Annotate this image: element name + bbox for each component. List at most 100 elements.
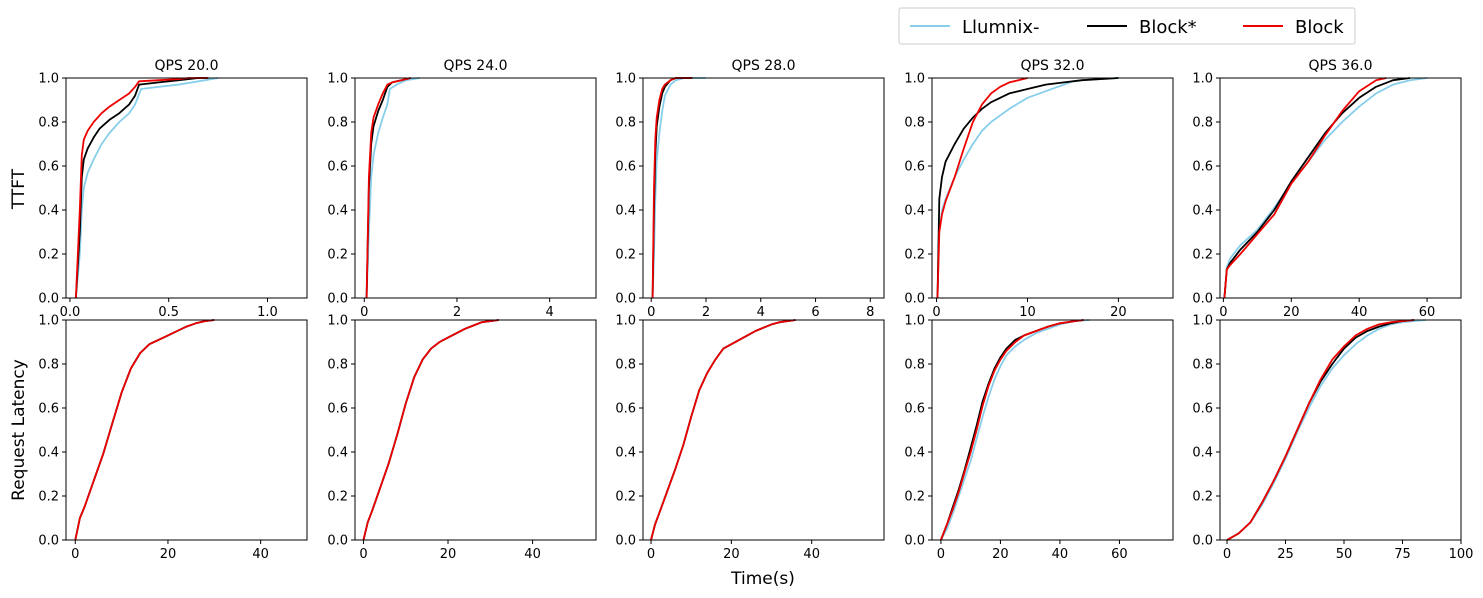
x-tick-label: 0 (359, 547, 367, 562)
panel-r1-c2: 0.0 0.2 0.4 0.6 0.8 1.0 0 20 40 (615, 314, 885, 562)
axes-frame (931, 319, 1174, 541)
panel-r0-c2: QPS 28.0 0.0 0.2 0.4 0.6 0.8 1.0 0 2 4 6 8 (615, 58, 885, 320)
y-tick-label: 0.6 (1192, 160, 1213, 175)
y-tick-label: 0.8 (904, 116, 925, 131)
y-tick-label: 0.8 (1192, 358, 1213, 373)
x-tick-label: 8 (866, 305, 874, 320)
y-tick-label: 0.8 (904, 358, 925, 373)
x-tick-label: 0 (71, 547, 79, 562)
y-tick-label: 0.2 (1192, 490, 1213, 505)
y-tick-label: 0.2 (1192, 248, 1213, 263)
y-tick-label: 0.2 (615, 248, 636, 263)
y-tick-label: 1.0 (904, 72, 925, 87)
axes-frame (65, 77, 308, 299)
y-tick-label: 0.2 (904, 248, 925, 263)
series-line-block (936, 77, 1028, 299)
row-label-ttft: TTFT (9, 168, 29, 210)
y-tick-label: 0.2 (38, 248, 59, 263)
panel-title: QPS 24.0 (444, 58, 508, 74)
series-line-block (365, 77, 411, 299)
x-tick-label: 0 (1219, 305, 1227, 320)
series-line-block (1223, 77, 1387, 299)
y-tick-label: 0.0 (327, 534, 348, 549)
panel-r0-c1: QPS 24.0 0.0 0.2 0.4 0.6 0.8 1.0 0 2 4 (327, 58, 597, 320)
panel-title: QPS 20.0 (155, 58, 219, 74)
y-tick-label: 0.0 (615, 534, 636, 549)
y-tick-label: 0.6 (615, 402, 636, 417)
x-tick-label: 0 (932, 305, 940, 320)
y-tick-label: 0.0 (1192, 292, 1213, 307)
series-line-block (940, 319, 1084, 541)
y-tick-label: 0.0 (327, 292, 348, 307)
series-line-block-star (936, 77, 1119, 299)
panel-title: QPS 28.0 (732, 58, 796, 74)
y-tick-label: 1.0 (38, 72, 59, 87)
panel-r1-c4: 0.0 0.2 0.4 0.6 0.8 1.0 0 25 50 75 100 (1192, 314, 1473, 563)
y-tick-label: 0.8 (327, 358, 348, 373)
x-tick-label: 60 (1419, 305, 1436, 320)
x-tick-label: 40 (1052, 547, 1069, 562)
y-tick-label: 0.4 (327, 204, 348, 219)
y-tick-label: 1.0 (615, 72, 636, 87)
y-tick-label: 1.0 (1192, 314, 1213, 329)
series-line-block (651, 77, 693, 299)
y-tick-label: 0.4 (327, 446, 348, 461)
y-tick-label: 0.6 (904, 402, 925, 417)
x-tick-label: 40 (803, 547, 820, 562)
y-tick-label: 1.0 (904, 314, 925, 329)
legend-label-llumnix: Llumnix- (962, 17, 1040, 38)
x-tick-label: 0 (937, 547, 945, 562)
y-tick-label: 0.0 (38, 534, 59, 549)
y-tick-label: 0.4 (1192, 446, 1213, 461)
x-tick-label: 75 (1394, 547, 1411, 562)
y-tick-label: 0.2 (327, 248, 348, 263)
y-tick-label: 1.0 (327, 314, 348, 329)
panel-title: QPS 36.0 (1309, 58, 1373, 74)
series-line-block (650, 319, 796, 541)
y-tick-label: 0.0 (904, 292, 925, 307)
x-tick-label: 20 (992, 547, 1009, 562)
y-tick-label: 0.2 (615, 490, 636, 505)
axes-frame (1219, 319, 1462, 541)
y-tick-label: 0.8 (327, 116, 348, 131)
y-tick-label: 0.2 (904, 490, 925, 505)
x-tick-label: 6 (811, 305, 819, 320)
panel-r0-c3: QPS 32.0 0.0 0.2 0.4 0.6 0.8 1.0 0 10 20 (904, 58, 1174, 320)
y-tick-label: 0.8 (38, 358, 59, 373)
axes-frame (354, 319, 597, 541)
y-tick-label: 0.4 (1192, 204, 1213, 219)
y-tick-label: 0.6 (38, 160, 59, 175)
row-label-request-latency: Request Latency (9, 359, 29, 501)
panel-r1-c3: 0.0 0.2 0.4 0.6 0.8 1.0 0 20 40 60 (904, 314, 1174, 562)
series-line-block-star (1223, 77, 1411, 299)
x-tick-label: 0 (647, 547, 655, 562)
y-tick-label: 0.0 (1192, 534, 1213, 549)
axes-frame (931, 77, 1174, 299)
y-tick-label: 0.4 (904, 204, 925, 219)
x-axis-label: Time(s) (730, 569, 795, 589)
panel-r1-c0: 0.0 0.2 0.4 0.6 0.8 1.0 0 20 40 (38, 314, 308, 562)
x-tick-label: 20 (1110, 305, 1127, 320)
series-line-llumnix (940, 319, 1090, 541)
y-tick-label: 0.4 (38, 204, 59, 219)
series-line-block-star (75, 77, 209, 299)
series-line-block (362, 319, 499, 541)
x-tick-label: 20 (1283, 305, 1300, 320)
x-tick-label: 40 (252, 547, 269, 562)
y-tick-label: 0.8 (615, 116, 636, 131)
x-tick-label: 60 (1111, 547, 1128, 562)
y-tick-label: 0.6 (615, 160, 636, 175)
legend-label-block-star: Block* (1139, 17, 1197, 38)
x-tick-label: 4 (757, 305, 765, 320)
panel-r0-c4: QPS 36.0 0.0 0.2 0.4 0.6 0.8 1.0 0 20 40 60 (1192, 58, 1462, 320)
panels: QPS 20.0 0.0 0.2 0.4 0.6 0.8 1.0 0.0 0.5 1.0 QPS 2… (38, 58, 1473, 562)
x-tick-label: 0.5 (158, 305, 179, 320)
x-tick-label: 2 (453, 305, 461, 320)
y-tick-label: 0.2 (327, 490, 348, 505)
y-tick-label: 0.4 (38, 446, 59, 461)
x-tick-label: 2 (702, 305, 710, 320)
y-tick-label: 0.4 (615, 204, 636, 219)
x-tick-label: 100 (1449, 547, 1474, 562)
panel-r1-c1: 0.0 0.2 0.4 0.6 0.8 1.0 0 20 40 (327, 314, 597, 562)
